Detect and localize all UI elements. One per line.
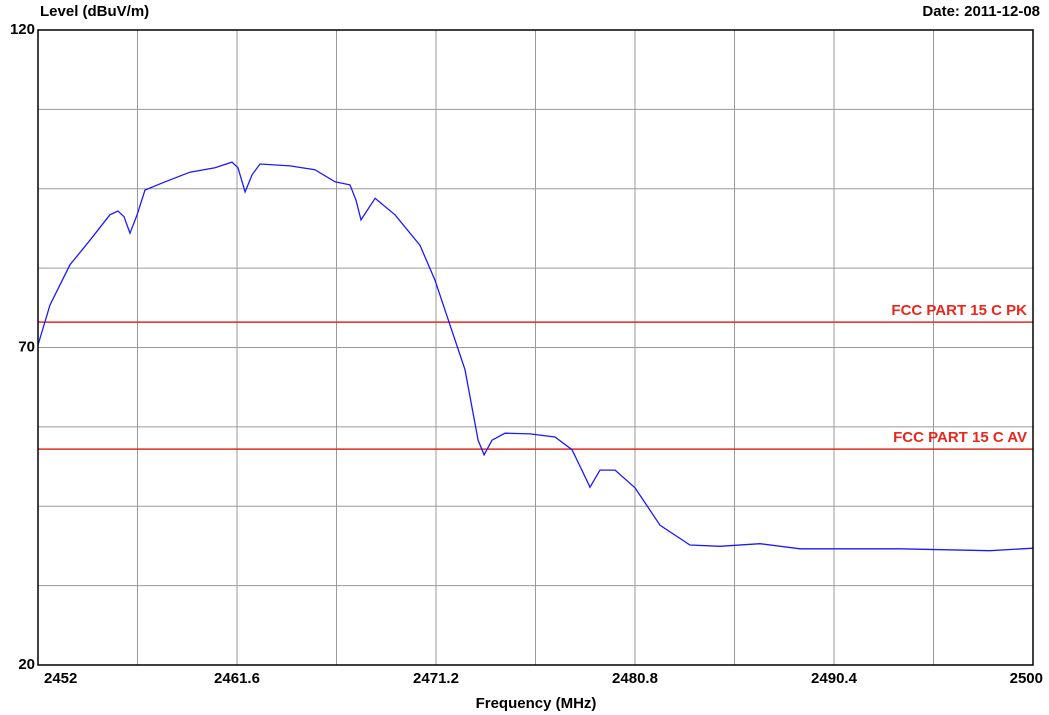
limit-label: FCC PART 15 C PK	[891, 302, 1027, 319]
x-tick-label: 2471.2	[413, 670, 459, 687]
data-line	[37, 161, 1034, 552]
x-axis-label: Frequency (MHz)	[476, 695, 597, 712]
x-tick-label: 2461.6	[214, 670, 260, 687]
x-tick-label: 2452	[44, 670, 77, 687]
y-tick-label: 120	[10, 21, 35, 38]
date-label: Date: 2011-12-08	[922, 3, 1040, 20]
y-tick-label: 20	[18, 656, 35, 673]
x-tick-label: 2500	[1010, 670, 1043, 687]
x-tick-label: 2490.4	[811, 670, 858, 687]
x-tick-label: 2480.8	[612, 670, 658, 687]
plot-frame	[37, 29, 1034, 666]
y-axis-label: Level (dBuV/m)	[40, 3, 149, 20]
limit-label: FCC PART 15 C AV	[893, 429, 1027, 446]
y-tick-label: 70	[18, 338, 35, 355]
